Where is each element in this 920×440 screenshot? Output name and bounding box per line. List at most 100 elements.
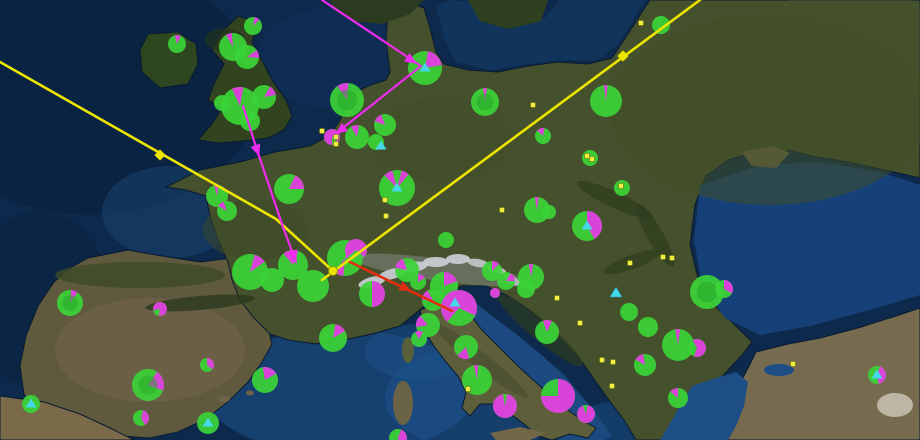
pie-marker[interactable] <box>319 324 347 352</box>
route-line-magenta[interactable] <box>320 0 423 137</box>
route-waypoint-diamond[interactable] <box>154 149 166 161</box>
pie-marker[interactable] <box>345 239 368 261</box>
pie-marker[interactable] <box>389 429 407 440</box>
route-line-magenta[interactable] <box>241 104 298 264</box>
site-status-dot[interactable] <box>383 213 389 219</box>
site-status-dot[interactable] <box>584 153 590 159</box>
pie-marker[interactable] <box>410 274 426 290</box>
pie-marker[interactable] <box>438 232 454 248</box>
route-line-yellow[interactable] <box>320 0 702 282</box>
pie-wedge-magenta <box>534 197 539 210</box>
pie-marker[interactable] <box>235 45 259 69</box>
pie-marker[interactable] <box>524 197 550 223</box>
pie-marker[interactable] <box>572 211 603 241</box>
pie-marker[interactable] <box>133 410 149 426</box>
pie-wedge-magenta <box>877 366 887 384</box>
pie-marker[interactable] <box>244 17 262 35</box>
site-status-dot[interactable] <box>669 255 675 261</box>
site-status-dot[interactable] <box>627 260 633 266</box>
pie-marker[interactable] <box>232 254 268 290</box>
site-status-dot[interactable] <box>333 134 339 140</box>
pie-marker[interactable] <box>489 288 500 298</box>
site-status-dot[interactable] <box>554 295 560 301</box>
pie-marker[interactable] <box>590 85 622 117</box>
pie-marker[interactable] <box>638 317 658 337</box>
pie-marker[interactable] <box>688 338 707 358</box>
pie-marker[interactable] <box>57 290 83 316</box>
pie-marker[interactable] <box>662 328 694 361</box>
site-status-dot[interactable] <box>660 254 666 260</box>
pie-marker[interactable] <box>454 335 478 359</box>
pie-marker[interactable] <box>441 290 477 326</box>
pie-marker[interactable] <box>535 320 559 344</box>
pie-marker[interactable] <box>541 379 575 413</box>
pie-marker[interactable] <box>668 388 688 408</box>
pie-marker[interactable] <box>542 205 556 219</box>
status-triangle-icon <box>375 140 387 150</box>
pie-marker[interactable] <box>197 412 219 434</box>
pie-marker[interactable] <box>577 405 596 423</box>
site-status-dot[interactable] <box>319 128 325 134</box>
pie-marker[interactable] <box>493 394 517 419</box>
island-minorca <box>246 390 254 396</box>
site-status-dot[interactable] <box>599 357 605 363</box>
site-status-dot[interactable] <box>618 183 624 189</box>
pie-marker[interactable] <box>497 272 515 290</box>
pie-marker[interactable] <box>274 174 304 204</box>
pie-marker[interactable] <box>330 83 364 117</box>
route-line-yellow[interactable] <box>0 60 335 273</box>
pie-marker[interactable] <box>620 303 638 321</box>
pie-marker[interactable] <box>252 367 278 393</box>
pie-marker[interactable] <box>345 125 369 149</box>
pie-marker[interactable] <box>379 170 415 206</box>
pie-marker[interactable] <box>868 366 887 384</box>
pie-marker[interactable] <box>252 85 276 109</box>
pie-marker[interactable] <box>416 313 440 337</box>
pie-marker[interactable] <box>297 270 329 302</box>
site-status-dot[interactable] <box>589 156 595 162</box>
pie-base <box>517 280 535 298</box>
pie-marker[interactable] <box>535 128 551 144</box>
site-status-dot[interactable] <box>609 383 615 389</box>
pie-marker[interactable] <box>715 280 734 298</box>
alert-triangle-marker[interactable] <box>609 286 623 298</box>
pie-marker[interactable] <box>517 280 535 298</box>
site-status-dot[interactable] <box>333 141 339 147</box>
pie-marker[interactable] <box>359 281 385 307</box>
pie-wedge-magenta <box>724 280 734 294</box>
site-status-dot[interactable] <box>465 386 471 392</box>
pie-marker[interactable] <box>482 261 502 281</box>
route-waypoint-diamond[interactable] <box>617 50 629 62</box>
pie-marker[interactable] <box>132 369 165 401</box>
pie-marker[interactable] <box>408 51 442 85</box>
pie-marker[interactable] <box>690 275 724 309</box>
pie-marker[interactable] <box>634 354 656 376</box>
pie-marker[interactable] <box>374 114 396 136</box>
pie-marker[interactable] <box>200 358 215 372</box>
site-status-dot[interactable] <box>499 207 505 213</box>
pie-marker[interactable] <box>260 268 284 292</box>
status-triangle-icon <box>581 220 593 230</box>
site-status-dot[interactable] <box>790 361 796 367</box>
pie-marker[interactable] <box>411 331 427 347</box>
status-triangle-icon <box>202 417 214 427</box>
site-status-dot[interactable] <box>530 102 536 108</box>
site-status-dot[interactable] <box>610 359 616 365</box>
pie-marker[interactable] <box>152 302 167 316</box>
pie-base <box>620 303 638 321</box>
route-arrowhead <box>404 53 417 64</box>
site-status-dot[interactable] <box>382 197 388 203</box>
pie-wedge-magenta <box>635 354 645 365</box>
pie-marker[interactable] <box>240 111 260 131</box>
pie-marker[interactable] <box>471 88 499 116</box>
route-endpoint-dot[interactable] <box>328 266 338 276</box>
pie-marker[interactable] <box>217 201 237 221</box>
pie-marker[interactable] <box>22 395 40 413</box>
pie-marker[interactable] <box>652 16 670 34</box>
site-status-dot[interactable] <box>577 320 583 326</box>
site-status-dot[interactable] <box>638 20 644 26</box>
pie-marker[interactable] <box>206 185 228 207</box>
pie-marker[interactable] <box>168 34 186 53</box>
pie-marker[interactable] <box>368 134 387 150</box>
